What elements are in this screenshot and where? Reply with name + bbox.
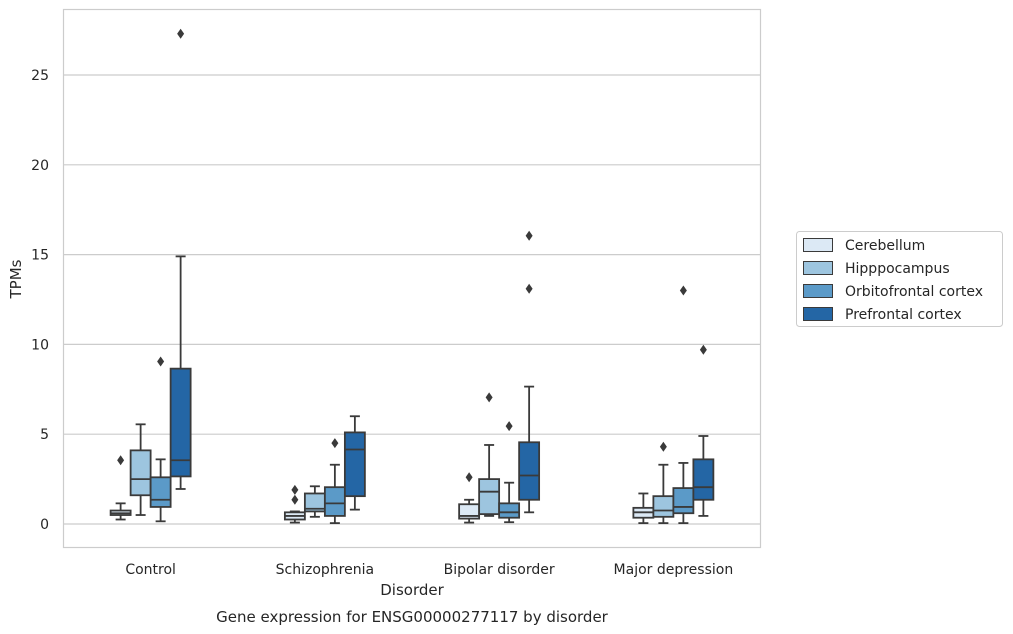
y-tick-label: 25 [31, 68, 49, 84]
iqr-box [343, 431, 366, 498]
outlier-point [177, 28, 185, 39]
box-cerebellum [109, 455, 132, 521]
legend-frame [796, 231, 1003, 327]
box-hipppocampus [478, 392, 501, 517]
legend-label: Cerebellum [845, 238, 925, 254]
iqr-box [129, 449, 152, 497]
outlier-point [291, 484, 299, 495]
x-tick-label: Schizophrenia [276, 562, 374, 578]
outlier-point [291, 494, 299, 505]
outlier-point [117, 455, 125, 466]
legend-label: Hipppocampus [845, 261, 950, 277]
box-cerebellum [458, 472, 481, 524]
y-axis-label: TPMs [7, 259, 25, 299]
y-tick-labels: 0 5 10 15 20 25 [31, 68, 49, 533]
box-hipppocampus [303, 485, 326, 518]
y-tick-label: 20 [31, 158, 49, 174]
x-tick-labels: Control Schizophrenia Bipolar disorder Majo… [125, 562, 733, 578]
legend-swatch [803, 307, 833, 321]
box-prefrontal-cortex [518, 230, 541, 514]
outlier-point [505, 421, 513, 432]
outlier-point [699, 344, 707, 355]
box-prefrontal-cortex [343, 415, 366, 511]
iqr-box [518, 441, 541, 501]
iqr-box [498, 502, 521, 519]
outlier-point [465, 472, 473, 483]
legend-label: Prefrontal cortex [845, 307, 962, 323]
y-tick-label: 5 [40, 427, 49, 443]
outlier-point [331, 438, 339, 449]
iqr-box [169, 367, 192, 478]
box-cerebellum [283, 484, 306, 524]
plot-area-frame [62, 8, 762, 549]
chart-caption: Gene expression for ENSG00000277117 by d… [216, 608, 609, 626]
grid-lines [63, 74, 761, 525]
x-tick-label: Control [125, 562, 176, 578]
x-tick-label: Bipolar disorder [444, 562, 555, 578]
box-hipppocampus [652, 441, 675, 525]
box-hipppocampus [129, 423, 152, 516]
outlier-point [485, 392, 493, 403]
outlier-point [157, 356, 165, 367]
boxes [109, 28, 715, 525]
iqr-box [149, 476, 172, 508]
iqr-box [323, 486, 346, 517]
legend: Cerebellum Hipppocampus Orbitofrontal cort… [796, 231, 1003, 327]
iqr-box [652, 495, 675, 518]
y-tick-label: 0 [40, 517, 49, 533]
outlier-point [679, 285, 687, 296]
legend-swatch [803, 261, 833, 275]
legend-label: Orbitofrontal cortex [845, 284, 983, 300]
box-cerebellum [632, 492, 655, 525]
x-axis-label: Disorder [380, 581, 444, 599]
box-prefrontal-cortex [169, 28, 192, 490]
y-tick-label: 15 [31, 248, 49, 264]
iqr-box [478, 478, 501, 516]
box-orbitofrontal-cortex [498, 421, 521, 524]
outlier-point [525, 283, 533, 294]
legend-swatch [803, 284, 833, 298]
box-orbitofrontal-cortex [672, 285, 695, 525]
outlier-point [659, 441, 667, 452]
box-orbitofrontal-cortex [149, 356, 172, 523]
outlier-point [525, 230, 533, 241]
iqr-box [692, 458, 715, 501]
box-orbitofrontal-cortex [323, 438, 346, 525]
iqr-box [672, 487, 695, 515]
y-tick-label: 10 [31, 337, 49, 353]
x-tick-label: Major depression [614, 562, 734, 578]
box-prefrontal-cortex [692, 344, 715, 517]
legend-swatch [803, 238, 833, 252]
